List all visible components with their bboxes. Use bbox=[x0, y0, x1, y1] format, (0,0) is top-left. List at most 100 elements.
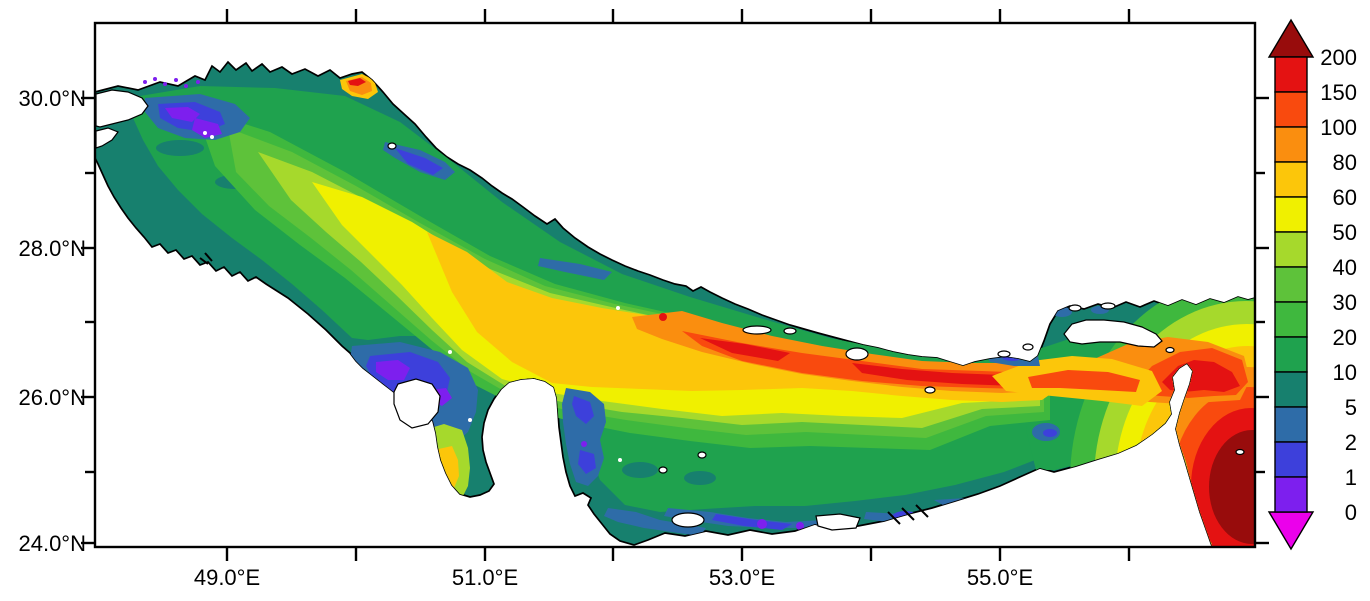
white-speck bbox=[938, 350, 942, 354]
coastal-creek-marks bbox=[199, 252, 929, 525]
creek-mark bbox=[915, 504, 929, 518]
islands bbox=[95, 89, 1245, 531]
delta-specks bbox=[143, 77, 942, 520]
axis-ticks bbox=[81, 9, 1269, 561]
colorbar-cell-10-20 bbox=[1274, 336, 1308, 373]
oman-core-over-200 bbox=[1209, 430, 1255, 544]
x-tick-label: 55.0°E bbox=[967, 565, 1033, 590]
white-speck bbox=[773, 294, 777, 298]
coastal-sabkha bbox=[671, 512, 705, 528]
colorbar-cell-150-200 bbox=[1274, 56, 1308, 93]
violet-speck bbox=[163, 82, 167, 86]
shallow-violet-bahrain bbox=[376, 360, 410, 380]
island-kish bbox=[845, 347, 869, 361]
colorbar-label: 10 bbox=[1333, 360, 1357, 385]
x-tick-label: 51.0°E bbox=[452, 565, 518, 590]
contour-field bbox=[128, 74, 1255, 546]
contour-150-200-streak bbox=[852, 363, 1030, 386]
colorbar-cell-40-50 bbox=[1274, 231, 1308, 268]
coastal-sabkha bbox=[815, 513, 861, 531]
violet-speck bbox=[143, 80, 147, 84]
shallow-blue-bahrain-south bbox=[398, 430, 430, 446]
white-speck bbox=[468, 418, 472, 422]
colorbar-cell-0-1 bbox=[1274, 476, 1308, 513]
violet-speck bbox=[153, 77, 157, 81]
contour-150-200-spot bbox=[659, 313, 667, 321]
shallow-violet-dot bbox=[757, 519, 767, 529]
violet-speck bbox=[196, 80, 200, 84]
colorbar-cell-50-60 bbox=[1274, 196, 1308, 233]
colorbar-cell-2-5 bbox=[1274, 406, 1308, 443]
colorbar-cell-1-2 bbox=[1274, 441, 1308, 478]
colorbar-cell-100-150 bbox=[1274, 91, 1308, 128]
island-qeshm bbox=[1063, 319, 1163, 348]
shallow-blue-uae bbox=[664, 508, 858, 530]
colorbar-arrow-under bbox=[1267, 511, 1315, 551]
islet bbox=[1068, 304, 1082, 312]
colorbar-cell-5-10 bbox=[1274, 371, 1308, 408]
islet bbox=[997, 350, 1011, 358]
islet bbox=[387, 142, 397, 150]
colorbar-label: 100 bbox=[1320, 115, 1357, 140]
islet bbox=[1165, 346, 1175, 354]
shallow-blue-necoast-inner bbox=[395, 148, 443, 175]
creek-mark bbox=[901, 507, 915, 521]
shallow-blue-se-qatar bbox=[604, 508, 706, 536]
colorbar-label: 0 bbox=[1345, 500, 1357, 525]
shallow-violet-dot bbox=[796, 522, 804, 530]
shallow-violet-nw bbox=[165, 107, 200, 122]
hotspot-red bbox=[348, 78, 366, 86]
colorbar-label: 40 bbox=[1333, 255, 1357, 280]
islet bbox=[658, 466, 668, 474]
islet bbox=[1100, 302, 1116, 310]
colorbar-label: 60 bbox=[1333, 185, 1357, 210]
creek-mark bbox=[199, 252, 213, 265]
island-bahrain-gap bbox=[393, 378, 441, 429]
colorbar-cell-80-100 bbox=[1274, 126, 1308, 163]
colorbar-label: 80 bbox=[1333, 150, 1357, 175]
islet bbox=[697, 451, 707, 459]
y-tick-label: 28.0°N bbox=[18, 236, 86, 261]
map bbox=[94, 60, 1256, 547]
contour-60-80 bbox=[427, 232, 1062, 402]
colorbar-arrow-over bbox=[1267, 18, 1315, 58]
violet-speck bbox=[184, 84, 188, 88]
white-speck bbox=[618, 458, 622, 462]
x-tick-label: 53.0°E bbox=[709, 565, 775, 590]
y-tick-label: 30.0°N bbox=[18, 86, 86, 111]
islet bbox=[1022, 343, 1034, 351]
colorbar-label: 2 bbox=[1345, 430, 1357, 455]
x-axis-labels: 49.0°E 51.0°E 53.0°E 55.0°E bbox=[194, 565, 1033, 590]
colorbar-cell-30-40 bbox=[1274, 266, 1308, 303]
colorbar-label: 1 bbox=[1345, 465, 1357, 490]
white-speck bbox=[448, 350, 452, 354]
shallow-blue-uae-inner bbox=[712, 514, 792, 530]
colorbar-label: 200 bbox=[1320, 45, 1357, 70]
violet-speck bbox=[174, 78, 178, 82]
colorbar-label: 150 bbox=[1320, 80, 1357, 105]
white-speck bbox=[843, 516, 847, 520]
contour-150-200-streak bbox=[700, 338, 790, 361]
shallow-blue-east-qatar-inner bbox=[578, 450, 596, 474]
teal-patch bbox=[622, 462, 658, 478]
y-axis-labels: 30.0°N 28.0°N 26.0°N 24.0°N bbox=[18, 86, 86, 556]
creek-mark bbox=[887, 511, 901, 525]
colorbar-cells bbox=[1274, 56, 1308, 513]
colorbar-cell-60-80 bbox=[1274, 161, 1308, 198]
colorbar-cell-20-30 bbox=[1274, 301, 1308, 338]
white-speck bbox=[203, 131, 207, 135]
colorbar-label: 5 bbox=[1345, 395, 1357, 420]
teal-patch bbox=[684, 471, 716, 485]
colorbar-label: 50 bbox=[1333, 220, 1357, 245]
shallow-blue-east-qatar-inner bbox=[572, 396, 594, 424]
teal-patch bbox=[156, 140, 204, 156]
islet bbox=[783, 327, 797, 335]
colorbar-label: 30 bbox=[1333, 290, 1357, 315]
y-tick-label: 26.0°N bbox=[18, 385, 86, 410]
island-kuwait-bay bbox=[95, 89, 149, 128]
west-approach-orangered bbox=[1028, 370, 1140, 392]
